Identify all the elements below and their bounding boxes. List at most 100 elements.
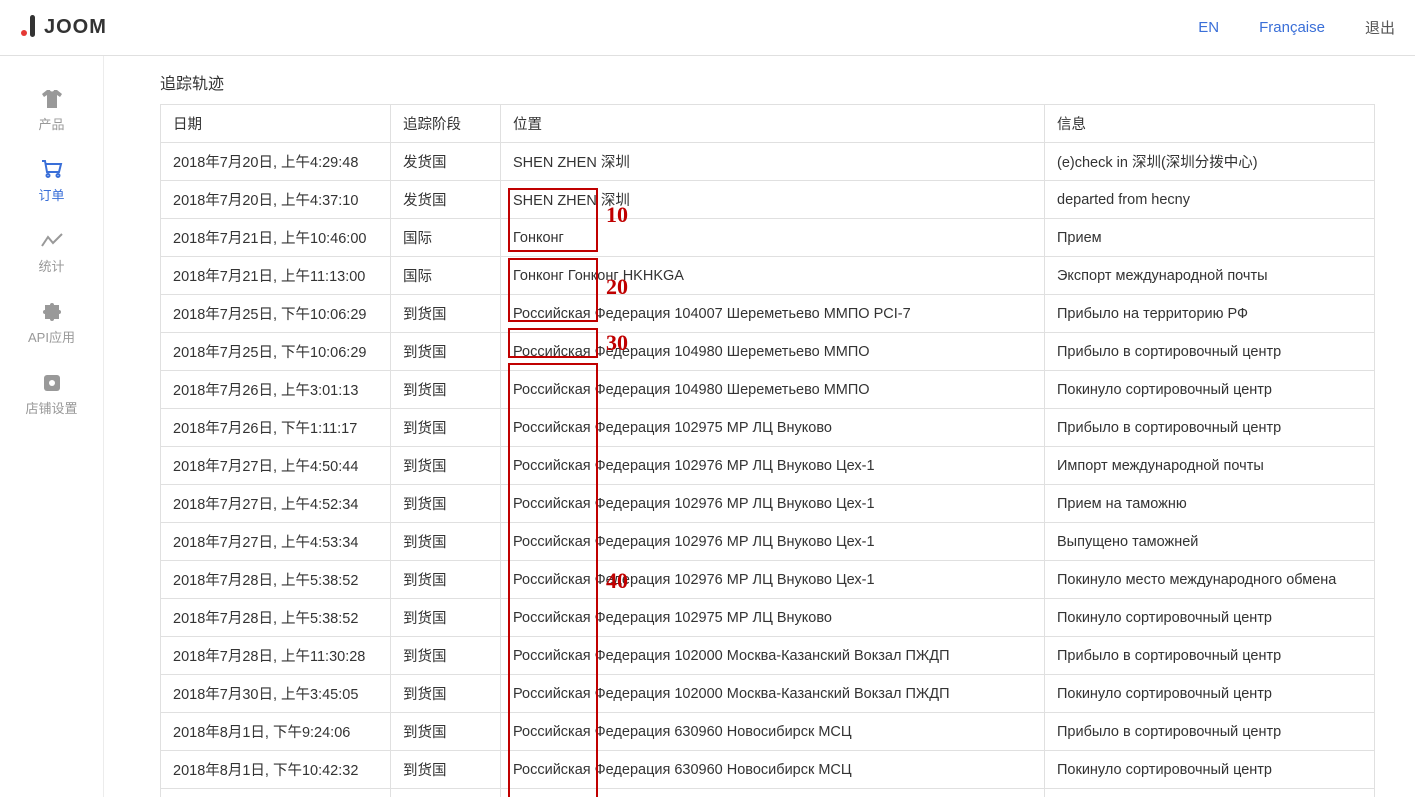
cell-stage: 到货国: [391, 333, 501, 371]
cart-icon: [41, 159, 63, 181]
cell-location: Российская Федерация 634960 Томск МСЦ: [501, 789, 1045, 797]
logout-link[interactable]: 退出: [1365, 17, 1395, 38]
table-row: 2018年7月21日, 上午11:13:00国际Гонконг Гонконг …: [161, 257, 1375, 295]
cell-info: Покинуло сортировочный центр: [1045, 751, 1375, 789]
cell-stage: 国际: [391, 219, 501, 257]
cell-location: Гонконг Гонконг HKHKGA: [501, 257, 1045, 295]
cell-location: Российская Федерация 104007 Шереметьево …: [501, 295, 1045, 333]
th-location: 位置: [501, 105, 1045, 143]
cell-info: Прием на таможню: [1045, 485, 1375, 523]
cell-stage: 到货国: [391, 713, 501, 751]
cell-date: 2018年7月20日, 上午4:29:48: [161, 143, 391, 181]
cell-location: Российская Федерация 102976 МР ЛЦ Внуков…: [501, 447, 1045, 485]
cell-date: 2018年7月28日, 上午5:38:52: [161, 599, 391, 637]
cell-location: Российская Федерация 102000 Москва-Казан…: [501, 637, 1045, 675]
table-row: 2018年7月26日, 下午1:11:17到货国Российская Федер…: [161, 409, 1375, 447]
cell-location: Российская Федерация 102975 МР ЛЦ Внуков…: [501, 409, 1045, 447]
table-row: 2018年7月27日, 上午4:52:34到货国Российская Федер…: [161, 485, 1375, 523]
table-row: 2018年7月28日, 上午5:38:52到货国Российская Федер…: [161, 599, 1375, 637]
cell-location: Российская Федерация 102976 МР ЛЦ Внуков…: [501, 561, 1045, 599]
sidebar-item-orders[interactable]: 订单: [0, 147, 103, 218]
cell-location: Российская Федерация 102976 МР ЛЦ Внуков…: [501, 523, 1045, 561]
cell-location: Российская Федерация 102975 МР ЛЦ Внуков…: [501, 599, 1045, 637]
table-row: 2018年7月30日, 上午3:45:05到货国Российская Федер…: [161, 675, 1375, 713]
cell-info: Прибыло в сортировочный центр: [1045, 637, 1375, 675]
cell-info: Прибыло в сортировочный центр: [1045, 789, 1375, 797]
section-title: 追踪轨迹: [160, 70, 1375, 94]
cell-stage: 到货国: [391, 485, 501, 523]
sidebar-item-api[interactable]: API应用: [0, 289, 103, 360]
table-row: 2018年7月20日, 上午4:29:48发货国SHEN ZHEN 深圳(e)c…: [161, 143, 1375, 181]
cell-location: Гонконг: [501, 219, 1045, 257]
cell-stage: 到货国: [391, 295, 501, 333]
cell-stage: 国际: [391, 257, 501, 295]
cell-info: departed from hecny: [1045, 181, 1375, 219]
sidebar-item-stats[interactable]: 统计: [0, 218, 103, 289]
cell-location: Российская Федерация 104980 Шереметьево …: [501, 333, 1045, 371]
logo-text: JOOM: [44, 16, 107, 39]
sidebar-item-label: API应用: [28, 327, 75, 346]
cell-date: 2018年7月21日, 上午10:46:00: [161, 219, 391, 257]
cell-stage: 到货国: [391, 675, 501, 713]
tshirt-icon: [41, 88, 63, 110]
logo[interactable]: JOOM: [20, 15, 107, 40]
th-stage: 追踪阶段: [391, 105, 501, 143]
cell-date: 2018年7月28日, 上午11:30:28: [161, 637, 391, 675]
cell-date: 2018年8月1日, 下午10:42:32: [161, 751, 391, 789]
cell-info: Экспорт международной почты: [1045, 257, 1375, 295]
table-row: 2018年8月1日, 下午9:24:06到货国Российская Федера…: [161, 713, 1375, 751]
sidebar-item-products[interactable]: 产品: [0, 76, 103, 147]
cell-date: 2018年7月28日, 上午5:38:52: [161, 561, 391, 599]
table-header-row: 日期 追踪阶段 位置 信息: [161, 105, 1375, 143]
cell-stage: 到货国: [391, 561, 501, 599]
table-row: 2018年7月20日, 上午4:37:10发货国SHEN ZHEN 深圳depa…: [161, 181, 1375, 219]
joom-logo-icon: [20, 15, 38, 40]
cell-info: Выпущено таможней: [1045, 523, 1375, 561]
cell-date: 2018年8月2日, 上午6:26:03: [161, 789, 391, 797]
lang-en-link[interactable]: EN: [1198, 19, 1219, 36]
topbar: JOOM EN Française 退出: [0, 0, 1415, 56]
cell-info: Покинуло сортировочный центр: [1045, 599, 1375, 637]
cell-location: Российская Федерация 102000 Москва-Казан…: [501, 675, 1045, 713]
sidebar-item-label: 产品: [38, 114, 64, 133]
cell-info: Покинуло место международного обмена: [1045, 561, 1375, 599]
gear-icon: [41, 372, 63, 394]
table-row: 2018年7月25日, 下午10:06:29到货国Российская Феде…: [161, 333, 1375, 371]
table-row: 2018年7月27日, 上午4:50:44到货国Российская Федер…: [161, 447, 1375, 485]
topbar-right: EN Française 退出: [1198, 17, 1395, 38]
cell-date: 2018年7月25日, 下午10:06:29: [161, 333, 391, 371]
main: 产品 订单 统计 API应用 店铺设置 追踪轨迹: [0, 56, 1415, 797]
cell-stage: 到货国: [391, 409, 501, 447]
cell-stage: 发货国: [391, 181, 501, 219]
cell-location: SHEN ZHEN 深圳: [501, 143, 1045, 181]
cell-stage: 到货国: [391, 637, 501, 675]
sidebar: 产品 订单 统计 API应用 店铺设置: [0, 56, 104, 797]
sidebar-item-settings[interactable]: 店铺设置: [0, 360, 103, 431]
sidebar-item-label: 订单: [38, 185, 64, 204]
cell-date: 2018年7月20日, 上午4:37:10: [161, 181, 391, 219]
sidebar-item-label: 店铺设置: [25, 398, 77, 417]
cell-date: 2018年7月27日, 上午4:53:34: [161, 523, 391, 561]
th-date: 日期: [161, 105, 391, 143]
cell-date: 2018年7月26日, 上午3:01:13: [161, 371, 391, 409]
cell-info: Покинуло сортировочный центр: [1045, 371, 1375, 409]
cell-stage: 到货国: [391, 447, 501, 485]
cell-location: Российская Федерация 104980 Шереметьево …: [501, 371, 1045, 409]
table-row: 2018年8月1日, 下午10:42:32到货国Российская Федер…: [161, 751, 1375, 789]
cell-info: Прибыло на территорию РФ: [1045, 295, 1375, 333]
cell-info: (e)check in 深圳(深圳分拨中心): [1045, 143, 1375, 181]
cell-stage: 到货国: [391, 599, 501, 637]
th-info: 信息: [1045, 105, 1375, 143]
cell-date: 2018年7月30日, 上午3:45:05: [161, 675, 391, 713]
lang-fr-link[interactable]: Française: [1259, 19, 1325, 36]
table-row: 2018年7月28日, 上午5:38:52到货国Российская Федер…: [161, 561, 1375, 599]
cell-date: 2018年7月26日, 下午1:11:17: [161, 409, 391, 447]
table-row: 2018年7月21日, 上午10:46:00国际ГонконгПрием: [161, 219, 1375, 257]
cell-stage: 发货国: [391, 143, 501, 181]
cell-date: 2018年7月21日, 上午11:13:00: [161, 257, 391, 295]
cell-info: Прибыло в сортировочный центр: [1045, 333, 1375, 371]
cell-info: Прибыло в сортировочный центр: [1045, 409, 1375, 447]
cell-info: Покинуло сортировочный центр: [1045, 675, 1375, 713]
sidebar-item-label: 统计: [38, 256, 64, 275]
tracking-table: 日期 追踪阶段 位置 信息 2018年7月20日, 上午4:29:48发货国SH…: [160, 104, 1375, 797]
